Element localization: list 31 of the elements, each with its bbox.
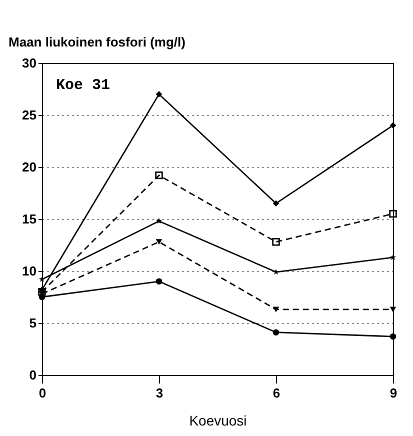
point [390, 333, 396, 340]
x-axis-title: Koevuosi [189, 412, 247, 428]
point [390, 122, 396, 129]
y-tick-label: 20 [22, 160, 36, 174]
point [156, 239, 162, 245]
point [389, 210, 397, 218]
x-tick-label: 6 [272, 386, 280, 400]
point [272, 329, 280, 336]
point [272, 238, 280, 246]
point [38, 276, 46, 282]
point [38, 288, 46, 296]
x-tick-label: 0 [38, 386, 46, 400]
point [155, 171, 163, 180]
point [390, 254, 396, 260]
point [156, 278, 162, 285]
point [272, 306, 280, 312]
x-tick-label: 3 [156, 386, 164, 400]
y-tick-label: 0 [29, 368, 36, 382]
y-tick-label: 5 [29, 316, 36, 330]
y-axis-title: Maan liukoinen fosfori (mg/l) [8, 34, 186, 50]
point [390, 306, 396, 312]
y-tick-label: 30 [22, 56, 36, 70]
annotation: Koe 31 [56, 77, 110, 94]
point [38, 294, 46, 300]
x-tick-label: 9 [390, 386, 398, 400]
point [156, 218, 162, 224]
point [156, 91, 162, 98]
y-tick-label: 15 [22, 212, 36, 226]
y-tick-label: 25 [22, 108, 36, 122]
y-tick-label: 10 [22, 264, 36, 278]
point [272, 200, 280, 207]
